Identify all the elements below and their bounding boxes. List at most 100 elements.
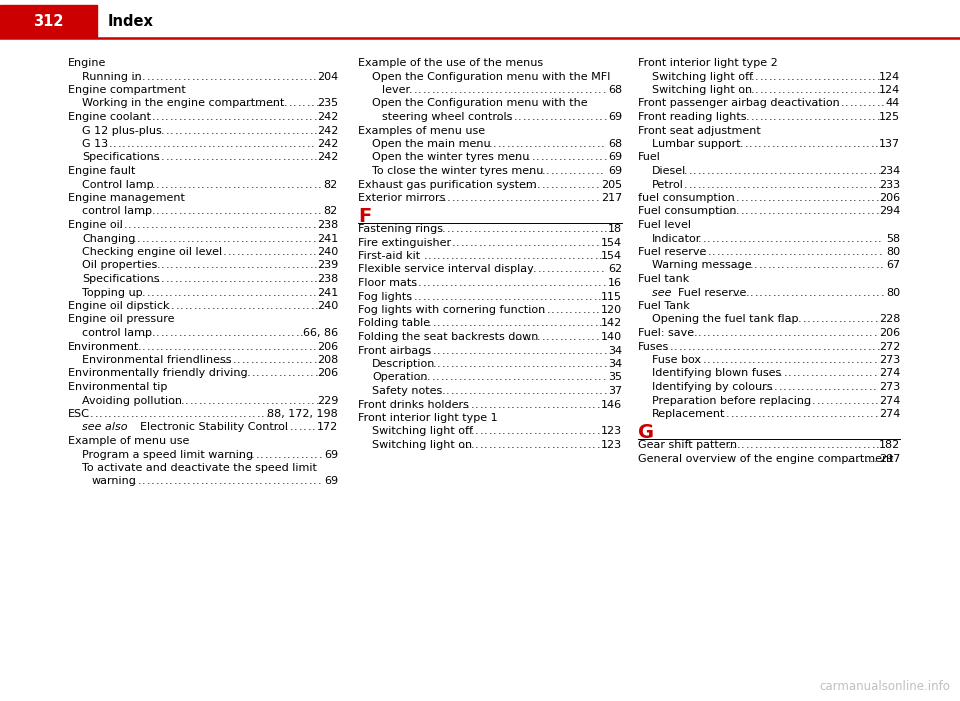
- Text: .: .: [487, 346, 490, 355]
- Text: .: .: [250, 247, 253, 257]
- Text: .: .: [707, 179, 710, 189]
- Text: .: .: [551, 238, 554, 247]
- Text: .: .: [869, 355, 873, 365]
- Text: .: .: [859, 179, 863, 189]
- Text: .: .: [772, 139, 776, 149]
- Text: .: .: [438, 224, 442, 234]
- Text: .: .: [748, 355, 751, 365]
- Text: .: .: [758, 139, 762, 149]
- Text: .: .: [804, 287, 807, 297]
- Text: .: .: [204, 233, 208, 243]
- Text: .: .: [754, 193, 757, 203]
- Text: .: .: [464, 346, 468, 355]
- Text: .: .: [872, 341, 876, 351]
- Text: .: .: [733, 355, 737, 365]
- Text: .: .: [276, 233, 280, 243]
- Text: .: .: [803, 247, 805, 257]
- Text: .: .: [486, 292, 490, 301]
- Text: .: .: [589, 346, 593, 355]
- Text: .: .: [732, 207, 735, 217]
- Text: .: .: [765, 355, 769, 365]
- Text: .: .: [520, 400, 523, 409]
- Text: .: .: [314, 207, 317, 217]
- Text: .: .: [801, 179, 804, 189]
- Text: .: .: [216, 409, 220, 419]
- Text: .: .: [291, 477, 294, 486]
- Text: .: .: [758, 261, 762, 271]
- Text: .: .: [218, 233, 222, 243]
- Text: .: .: [489, 139, 492, 149]
- Text: 69: 69: [324, 477, 338, 486]
- Text: .: .: [246, 355, 250, 365]
- Text: .: .: [761, 247, 765, 257]
- Text: .: .: [219, 179, 223, 189]
- Text: .: .: [752, 355, 756, 365]
- Text: .: .: [826, 261, 829, 271]
- Text: .: .: [459, 372, 463, 383]
- Text: .: .: [849, 193, 852, 203]
- Text: To close the winter tyres menu: To close the winter tyres menu: [372, 166, 543, 176]
- Text: .: .: [449, 85, 453, 95]
- Text: .: .: [853, 440, 857, 450]
- Text: .: .: [308, 233, 312, 243]
- Text: .: .: [183, 112, 187, 122]
- Text: .: .: [725, 233, 729, 243]
- Text: .: .: [460, 193, 464, 203]
- Text: .: .: [281, 287, 285, 297]
- Text: .: .: [252, 369, 255, 379]
- Text: .: .: [583, 400, 587, 409]
- Text: .: .: [845, 341, 849, 351]
- Text: .: .: [545, 224, 549, 234]
- Text: .: .: [249, 139, 252, 149]
- Text: .: .: [507, 139, 510, 149]
- Text: .: .: [820, 409, 824, 419]
- Text: .: .: [105, 139, 108, 149]
- Text: .: .: [724, 179, 728, 189]
- Text: .: .: [228, 341, 231, 351]
- Text: .: .: [588, 139, 591, 149]
- Text: 69: 69: [608, 153, 622, 163]
- Text: .: .: [192, 207, 196, 217]
- Text: .: .: [475, 426, 479, 437]
- Text: .: .: [790, 440, 794, 450]
- Text: .: .: [277, 207, 281, 217]
- Text: .: .: [445, 251, 449, 261]
- Text: .: .: [454, 292, 458, 301]
- Text: .: .: [149, 139, 153, 149]
- Text: .: .: [496, 193, 500, 203]
- Text: .: .: [782, 166, 786, 176]
- Text: .: .: [269, 261, 273, 271]
- Text: .: .: [580, 85, 584, 95]
- Text: .: .: [790, 139, 793, 149]
- Text: .: .: [876, 207, 879, 217]
- Text: .: .: [804, 207, 807, 217]
- Text: .: .: [180, 125, 182, 135]
- Text: .: .: [248, 99, 252, 109]
- Text: .: .: [865, 454, 869, 463]
- Text: .: .: [197, 153, 201, 163]
- Text: .: .: [517, 359, 521, 369]
- Text: .: .: [194, 139, 198, 149]
- Text: .: .: [271, 139, 275, 149]
- Text: .: .: [572, 112, 576, 122]
- Text: .: .: [804, 112, 808, 122]
- Text: .: .: [852, 207, 856, 217]
- Text: .: .: [576, 359, 580, 369]
- Text: .: .: [728, 341, 732, 351]
- Text: .: .: [823, 99, 827, 109]
- Text: .: .: [840, 85, 844, 95]
- Text: .: .: [759, 440, 762, 450]
- Text: .: .: [732, 287, 735, 297]
- Text: .: .: [282, 274, 286, 284]
- Text: .: .: [472, 372, 476, 383]
- Text: .: .: [303, 220, 307, 230]
- Text: .: .: [180, 261, 182, 271]
- Text: .: .: [834, 315, 837, 325]
- Text: Floor mats: Floor mats: [358, 278, 417, 288]
- Text: .: .: [792, 355, 796, 365]
- Text: .: .: [858, 85, 862, 95]
- Text: .: .: [772, 261, 776, 271]
- Text: .: .: [304, 112, 308, 122]
- Text: .: .: [863, 341, 867, 351]
- Text: .: .: [872, 85, 876, 95]
